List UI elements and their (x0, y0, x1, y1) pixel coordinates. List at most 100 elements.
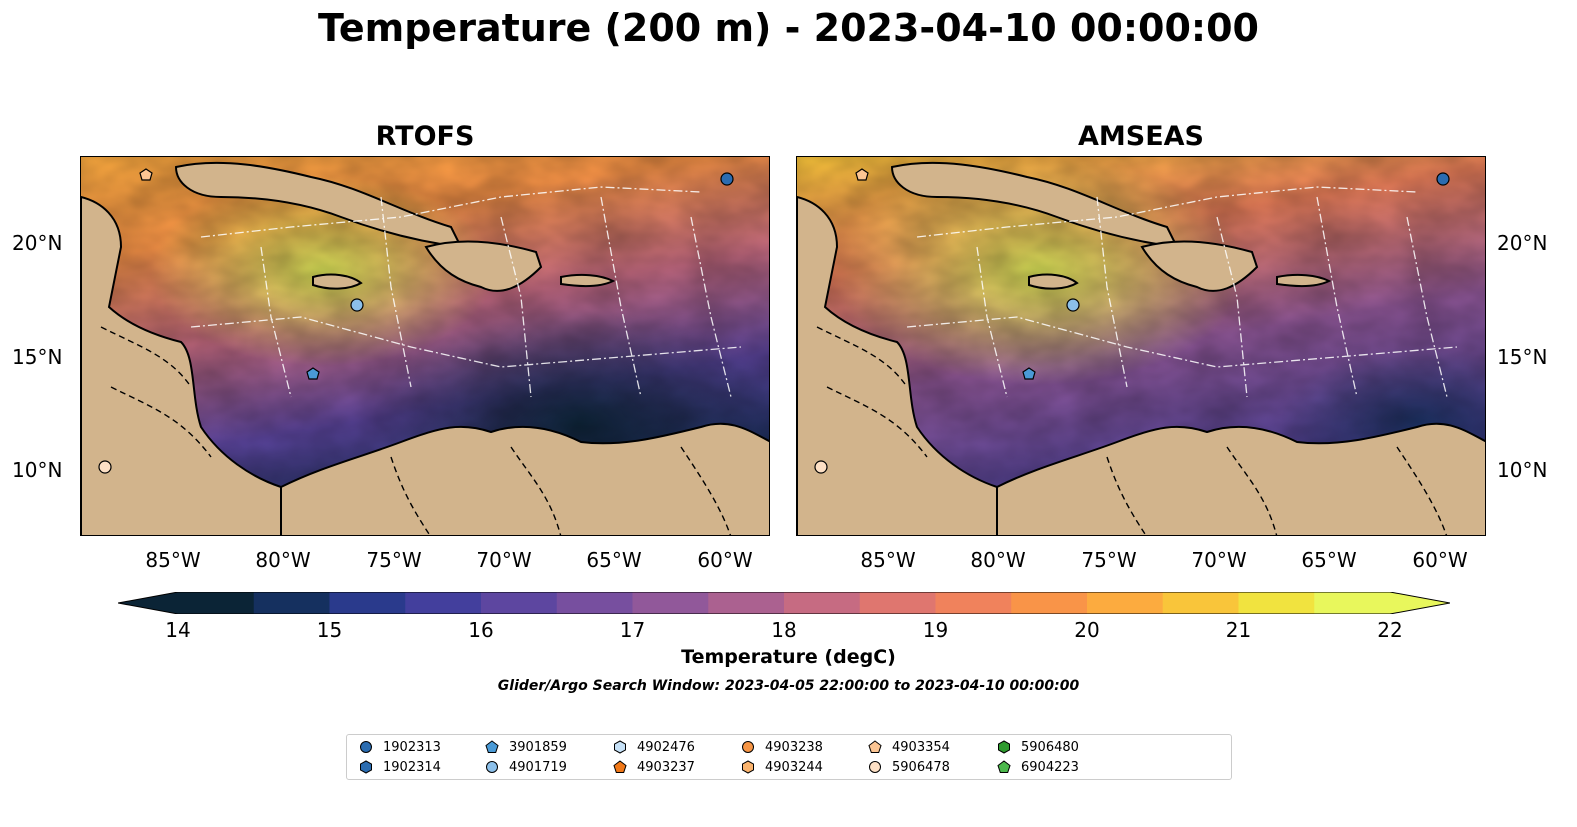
legend-entry-label: 4903238 (765, 739, 823, 755)
legend-entry-label: 4903354 (892, 739, 950, 755)
legend-marker-hexagon-icon (742, 760, 754, 774)
float-markers-amseas (814, 168, 1450, 474)
colorbar (118, 592, 1450, 614)
colorbar-segment (784, 592, 861, 614)
colorbar-tick-label: 17 (619, 618, 646, 642)
colorbar-tick-label: 20 (1074, 618, 1100, 642)
colorbar-segment (329, 592, 406, 614)
legend-entry-label: 1902313 (383, 739, 441, 755)
lat-label-15n-right: 15°N (1497, 345, 1548, 369)
colorbar-extend-high (1390, 592, 1450, 614)
colorbar-segment (178, 592, 255, 614)
float-5906478-marker[interactable] (814, 460, 828, 474)
colorbar-segment (253, 592, 330, 614)
legend-marker-circle-icon (486, 761, 498, 773)
float-1902313-marker[interactable] (720, 172, 734, 186)
lon-label-85w-right: 85°W (860, 548, 916, 572)
legend-entry-4902476[interactable]: 4902476 (613, 738, 695, 756)
colorbar-tick-label: 18 (771, 618, 797, 642)
lon-label-85w-left: 85°W (145, 548, 201, 572)
legend-entry-1902313[interactable]: 1902313 (359, 738, 441, 756)
legend-marker-pentagon-icon (613, 760, 627, 773)
lon-label-70w-left: 70°W (476, 548, 532, 572)
legend-entry-label: 4901719 (509, 759, 567, 775)
lon-label-75w-right: 75°W (1081, 548, 1137, 572)
legend-entry-label: 5906478 (892, 759, 950, 775)
temperature-field-rtofs (81, 157, 769, 535)
lon-label-80w-right: 80°W (970, 548, 1026, 572)
legend-entry-label: 3901859 (509, 739, 567, 755)
figure-title: Temperature (200 m) - 2023-04-10 00:00:0… (317, 6, 1259, 50)
legend-marker-pentagon-icon (485, 740, 499, 753)
lon-label-60w-left: 60°W (697, 548, 753, 572)
panel-title-rtofs: RTOFS (375, 121, 475, 152)
colorbar-label: Temperature (degC) (681, 646, 896, 668)
legend-entry-5906478[interactable]: 5906478 (868, 758, 950, 776)
lat-label-10n-right: 10°N (1497, 458, 1548, 482)
legend-entry-label: 5906480 (1021, 739, 1079, 755)
colorbar-segment (632, 592, 709, 614)
panel-title-amseas: AMSEAS (1078, 121, 1204, 152)
colorbar-tick-label: 15 (316, 618, 343, 642)
legend-marker-pentagon-icon (868, 740, 882, 753)
legend-entry-label: 6904223 (1021, 759, 1079, 775)
legend-entry-4903354[interactable]: 4903354 (868, 738, 950, 756)
float-5906478-marker[interactable] (98, 460, 112, 474)
float-3901859-marker[interactable] (306, 367, 320, 380)
colorbar-segment (859, 592, 936, 614)
lat-label-10n-left: 10°N (12, 458, 63, 482)
legend-marker-hexagon-icon (998, 740, 1010, 754)
lon-label-60w-right: 60°W (1412, 548, 1468, 572)
map-panel-amseas (796, 156, 1486, 536)
lon-label-65w-left: 65°W (586, 548, 642, 572)
temperature-field-amseas (797, 157, 1485, 535)
colorbar-segment (481, 592, 558, 614)
lon-label-75w-left: 75°W (366, 548, 422, 572)
float-4903354-marker[interactable] (855, 168, 869, 181)
colorbar-segment (556, 592, 633, 614)
legend-entry-4903238[interactable]: 4903238 (741, 738, 823, 756)
lon-label-80w-left: 80°W (255, 548, 311, 572)
colorbar-segment (1011, 592, 1088, 614)
legend-entry-4903237[interactable]: 4903237 (613, 758, 695, 776)
legend-entry-6904223[interactable]: 6904223 (997, 758, 1079, 776)
lon-label-70w-right: 70°W (1191, 548, 1247, 572)
legend-entry-label: 4903244 (765, 759, 823, 775)
legend-entry-label: 4902476 (637, 739, 695, 755)
lon-label-65w-right: 65°W (1301, 548, 1357, 572)
legend-entry-5906480[interactable]: 5906480 (997, 738, 1079, 756)
colorbar-tick-label: 21 (1225, 618, 1252, 642)
legend-entry-4903244[interactable]: 4903244 (741, 758, 823, 776)
legend-marker-circle-icon (360, 741, 372, 753)
colorbar-tick-label: 16 (468, 618, 494, 642)
legend-entry-1902314[interactable]: 1902314 (359, 758, 441, 776)
colorbar-segment (405, 592, 482, 614)
float-3901859-marker[interactable] (1022, 367, 1036, 380)
legend-entry-3901859[interactable]: 3901859 (485, 738, 567, 756)
colorbar-segment (1087, 592, 1164, 614)
lat-label-15n-left: 15°N (12, 345, 63, 369)
lat-label-20n-left: 20°N (12, 231, 63, 255)
colorbar-segment (708, 592, 785, 614)
float-4901719-marker[interactable] (1066, 298, 1080, 312)
legend-marker-hexagon-icon (360, 760, 372, 774)
colorbar-segment (1162, 592, 1239, 614)
colorbar-extend-low (118, 592, 178, 614)
lat-label-20n-right: 20°N (1497, 231, 1548, 255)
float-4901719-marker[interactable] (350, 298, 364, 312)
legend-marker-hexagon-icon (614, 740, 626, 754)
float-markers-rtofs (98, 168, 734, 474)
colorbar-segment (935, 592, 1012, 614)
colorbar-tick-label: 22 (1377, 618, 1403, 642)
legend-entry-4901719[interactable]: 4901719 (485, 758, 567, 776)
colorbar-tick-label: 19 (922, 618, 949, 642)
legend: 1902313 1902314 3901859 4901719 4902476 49032… (346, 734, 1232, 780)
colorbar-segment (1238, 592, 1315, 614)
float-4903354-marker[interactable] (139, 168, 153, 181)
legend-marker-circle-icon (742, 741, 754, 753)
legend-marker-circle-icon (869, 761, 881, 773)
map-panel-rtofs (80, 156, 770, 536)
float-1902313-marker[interactable] (1436, 172, 1450, 186)
search-window-note: Glider/Argo Search Window: 2023-04-05 22… (497, 678, 1080, 694)
colorbar-segment (1314, 592, 1391, 614)
